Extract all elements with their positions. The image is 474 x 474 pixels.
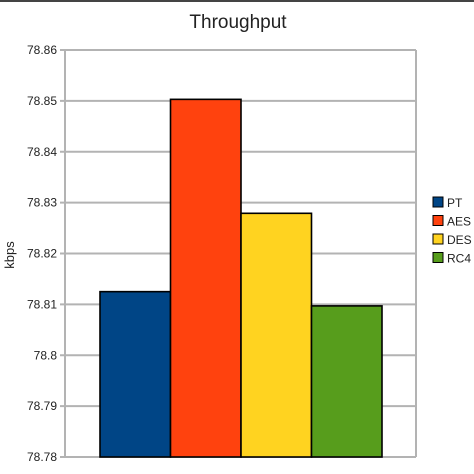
- y-axis-label: kbps: [2, 241, 17, 269]
- legend-item-des: DES: [432, 233, 472, 247]
- bar-pt: [99, 290, 172, 458]
- legend-label: RC4: [447, 252, 471, 266]
- legend-label: AES: [447, 215, 471, 229]
- bar-des: [240, 212, 313, 458]
- y-tick-label: 78.8: [34, 348, 58, 362]
- legend-swatch: [432, 196, 444, 208]
- y-tick-label: 78.82: [27, 247, 57, 261]
- y-tick-label: 78.79: [27, 399, 57, 413]
- axes: [64, 50, 417, 457]
- legend-item-rc4: RC4: [432, 252, 471, 266]
- bar-aes: [169, 98, 242, 458]
- chart-title: Throughput: [189, 12, 287, 33]
- legend-label: DES: [447, 233, 472, 247]
- legend-item-pt: PT: [432, 196, 463, 210]
- y-tick-label: 78.84: [27, 145, 57, 159]
- bar-rc4: [310, 305, 383, 458]
- legend: PT AES DES RC4: [432, 196, 472, 266]
- bars: [99, 98, 383, 458]
- y-tick-label: 78.86: [27, 43, 57, 57]
- y-axis-ticks: 78.86 78.85 78.84 78.83 78.82 78.81 78.8 78.79 7…: [27, 43, 65, 464]
- y-tick-label: 78.78: [27, 450, 57, 464]
- legend-label: PT: [447, 196, 463, 210]
- y-tick-label: 78.85: [27, 94, 57, 108]
- legend-swatch: [432, 215, 444, 226]
- y-tick-label: 78.81: [27, 297, 57, 311]
- legend-swatch: [432, 233, 444, 245]
- legend-item-aes: AES: [432, 215, 471, 229]
- legend-swatch: [432, 252, 444, 263]
- y-tick-label: 78.83: [27, 196, 57, 210]
